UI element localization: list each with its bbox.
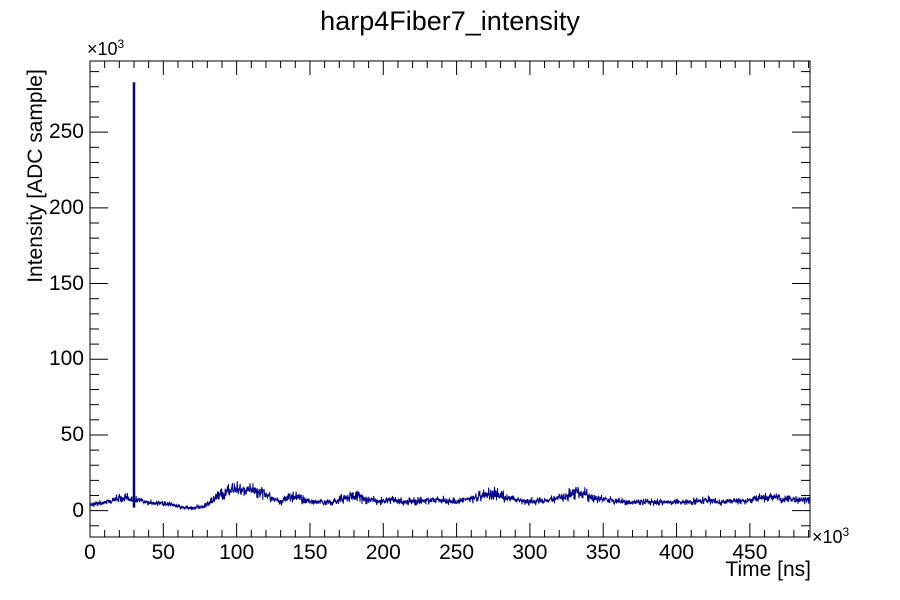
waveform [89,481,811,511]
x-tick-label: 0 [84,541,96,564]
x-tick-label: 150 [292,541,328,564]
y-tick-label: 50 [60,422,84,446]
x-axis-multiplier: ×103 [812,525,849,548]
y-tick-label: 200 [48,195,84,219]
chart-title: harp4Fiber7_intensity [320,6,580,36]
y-tick-label: 150 [48,271,84,295]
x-tick-label: 50 [151,541,175,564]
x-tick-label: 200 [365,541,401,564]
x-tick-label: 300 [512,541,548,564]
y-tick-label: 250 [48,120,84,144]
plot-frame [89,60,811,538]
x-axis-title: Time [ns] [725,558,811,581]
y-multiplier-exponent: 3 [117,37,125,51]
x-tick-label: 400 [659,541,695,564]
y-axis-multiplier: ×103 [87,37,124,60]
x-multiplier-base: ×10 [812,527,843,547]
x-tick-label: 250 [439,541,475,564]
x-tick-label: 350 [585,541,621,564]
y-multiplier-base: ×10 [87,39,118,59]
x-multiplier-exponent: 3 [842,525,850,539]
y-tick-label: 100 [48,347,84,371]
y-tick-label: 0 [72,498,84,522]
x-tick-label: 100 [219,541,255,564]
x-tick-label: 450 [732,541,768,564]
